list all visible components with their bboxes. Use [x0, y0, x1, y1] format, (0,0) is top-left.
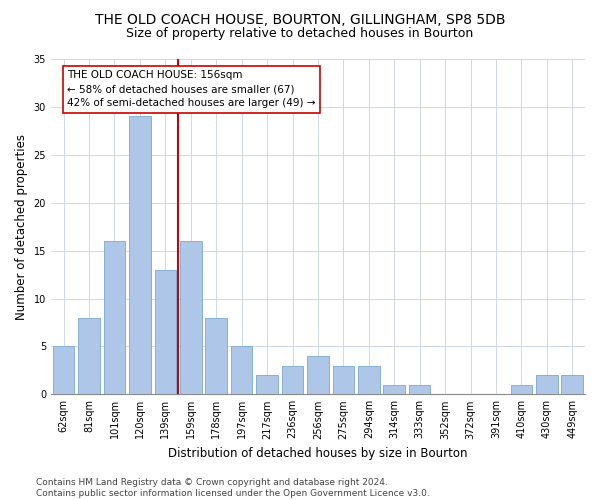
- Bar: [332, 366, 354, 394]
- Bar: [231, 346, 253, 395]
- Bar: [205, 318, 227, 394]
- Bar: [104, 241, 125, 394]
- Bar: [282, 366, 304, 394]
- Bar: [383, 384, 405, 394]
- Bar: [358, 366, 380, 394]
- Bar: [536, 375, 557, 394]
- Bar: [155, 270, 176, 394]
- Text: THE OLD COACH HOUSE: 156sqm
← 58% of detached houses are smaller (67)
42% of sem: THE OLD COACH HOUSE: 156sqm ← 58% of det…: [67, 70, 316, 108]
- Bar: [78, 318, 100, 394]
- Bar: [307, 356, 329, 395]
- Bar: [129, 116, 151, 394]
- X-axis label: Distribution of detached houses by size in Bourton: Distribution of detached houses by size …: [168, 447, 468, 460]
- Y-axis label: Number of detached properties: Number of detached properties: [15, 134, 28, 320]
- Text: THE OLD COACH HOUSE, BOURTON, GILLINGHAM, SP8 5DB: THE OLD COACH HOUSE, BOURTON, GILLINGHAM…: [95, 12, 505, 26]
- Bar: [53, 346, 74, 395]
- Bar: [511, 384, 532, 394]
- Bar: [562, 375, 583, 394]
- Bar: [180, 241, 202, 394]
- Text: Contains HM Land Registry data © Crown copyright and database right 2024.
Contai: Contains HM Land Registry data © Crown c…: [36, 478, 430, 498]
- Text: Size of property relative to detached houses in Bourton: Size of property relative to detached ho…: [127, 28, 473, 40]
- Bar: [256, 375, 278, 394]
- Bar: [409, 384, 430, 394]
